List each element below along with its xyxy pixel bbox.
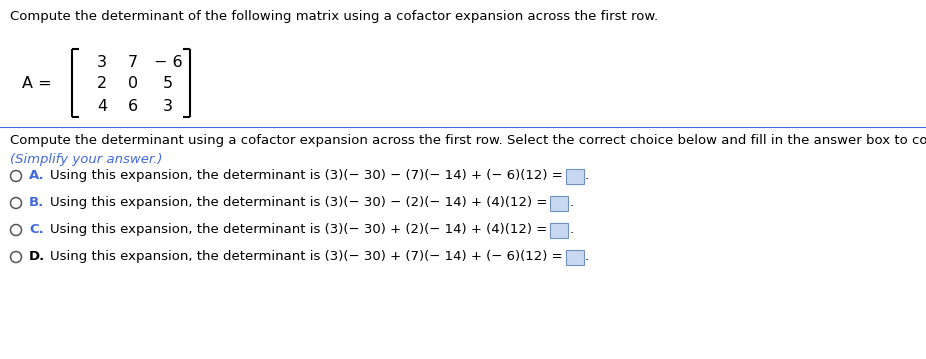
Text: .: . bbox=[584, 250, 589, 263]
Text: 6: 6 bbox=[128, 99, 138, 114]
Text: C.: C. bbox=[29, 223, 44, 236]
Text: 2: 2 bbox=[97, 76, 107, 91]
Text: 4: 4 bbox=[97, 99, 107, 114]
Text: Using this expansion, the determinant is (3)(− 30) + (7)(− 14) + (− 6)(12) =: Using this expansion, the determinant is… bbox=[50, 250, 563, 263]
Text: B.: B. bbox=[29, 196, 44, 209]
Text: 0: 0 bbox=[128, 76, 138, 91]
Text: 7: 7 bbox=[128, 55, 138, 70]
Text: 5: 5 bbox=[163, 76, 173, 91]
FancyBboxPatch shape bbox=[566, 250, 583, 265]
Text: Using this expansion, the determinant is (3)(− 30) − (2)(− 14) + (4)(12) =: Using this expansion, the determinant is… bbox=[50, 196, 547, 209]
Text: A.: A. bbox=[29, 169, 44, 182]
Text: Compute the determinant of the following matrix using a cofactor expansion acros: Compute the determinant of the following… bbox=[10, 10, 658, 23]
FancyBboxPatch shape bbox=[550, 223, 569, 238]
Text: 3: 3 bbox=[163, 99, 173, 114]
Text: Using this expansion, the determinant is (3)(− 30) − (7)(− 14) + (− 6)(12) =: Using this expansion, the determinant is… bbox=[50, 169, 563, 182]
Text: 3: 3 bbox=[97, 55, 107, 70]
Text: .: . bbox=[569, 196, 573, 209]
Text: .: . bbox=[584, 169, 589, 182]
Text: Compute the determinant using a cofactor expansion across the first row. Select : Compute the determinant using a cofactor… bbox=[10, 134, 926, 147]
Text: (Simplify your answer.): (Simplify your answer.) bbox=[10, 153, 162, 166]
Text: A =: A = bbox=[22, 75, 52, 90]
Text: .: . bbox=[569, 223, 573, 236]
Text: Using this expansion, the determinant is (3)(− 30) + (2)(− 14) + (4)(12) =: Using this expansion, the determinant is… bbox=[50, 223, 547, 236]
Text: − 6: − 6 bbox=[154, 55, 182, 70]
FancyBboxPatch shape bbox=[550, 196, 569, 210]
Text: D.: D. bbox=[29, 250, 45, 263]
FancyBboxPatch shape bbox=[566, 168, 583, 183]
